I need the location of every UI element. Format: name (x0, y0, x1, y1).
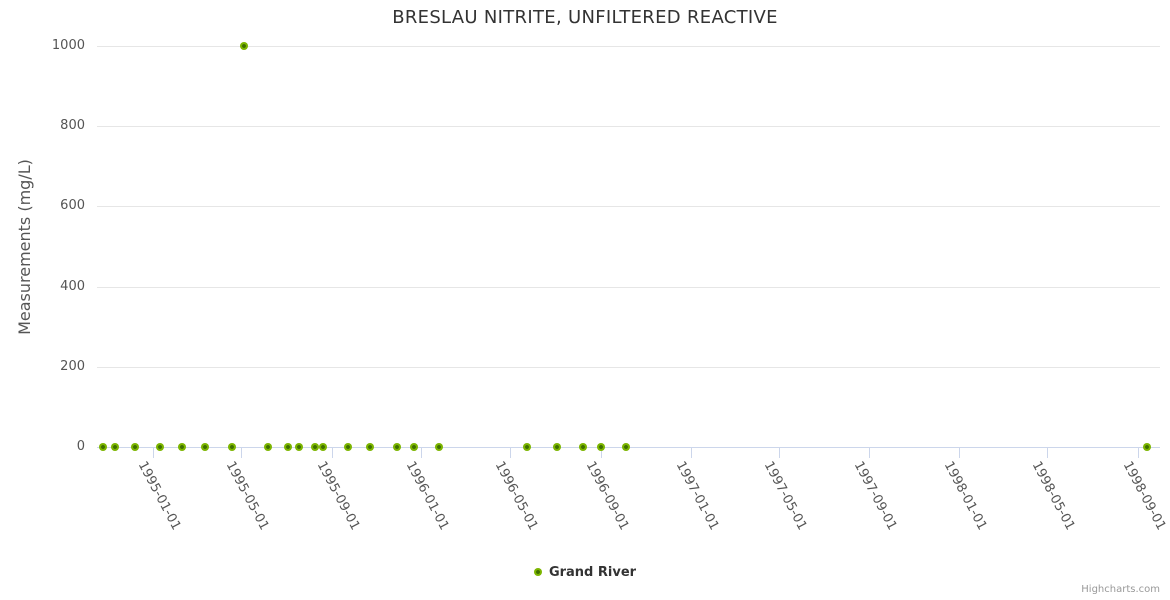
y-axis-tick-label: 1000 (51, 38, 85, 53)
x-axis-tick (959, 448, 961, 458)
data-point[interactable] (178, 443, 187, 451)
y-axis-tick-label: 200 (60, 358, 85, 374)
x-axis-tick-label: 1997-09-01 (851, 459, 900, 533)
y-gridline (97, 126, 1160, 128)
x-axis-tick-label: 1997-01-01 (672, 459, 722, 533)
x-axis-tick (152, 448, 154, 458)
legend-marker-icon (533, 568, 542, 576)
data-point[interactable] (552, 443, 561, 451)
data-point[interactable] (596, 443, 605, 451)
data-point[interactable] (98, 443, 107, 451)
x-axis-tick (1137, 448, 1139, 458)
x-axis-tick (510, 448, 512, 458)
data-point[interactable] (110, 443, 119, 451)
legend[interactable]: Grand River (0, 563, 1170, 581)
y-axis-tick-label: 400 (60, 278, 85, 294)
data-point[interactable] (201, 443, 210, 451)
y-axis-tick-label: 600 (60, 198, 85, 214)
x-axis-tick-label: 1995-09-01 (313, 459, 363, 533)
data-point[interactable] (365, 443, 374, 451)
x-axis-tick-label: 1995-05-01 (222, 459, 272, 533)
data-point[interactable] (284, 443, 293, 451)
data-point[interactable] (318, 443, 327, 451)
x-axis-tick-label: 1995-01-01 (134, 459, 184, 533)
y-gridline (97, 46, 1160, 47)
data-point[interactable] (310, 443, 319, 451)
data-point[interactable] (240, 42, 249, 50)
y-gridline (97, 286, 1160, 288)
data-point[interactable] (343, 443, 352, 451)
chart-title: BRESLAU NITRITE, UNFILTERED REACTIVE (392, 7, 778, 28)
x-axis-tick-label: 1996-09-01 (582, 459, 632, 533)
x-axis-tick (600, 448, 602, 458)
data-point[interactable] (295, 443, 304, 451)
x-axis-tick-label: 1996-05-01 (492, 459, 541, 533)
x-axis-tick (421, 448, 423, 458)
x-axis-tick-label: 1997-05-01 (760, 459, 810, 533)
x-axis-tick-label: 1998-05-01 (1029, 459, 1078, 533)
data-point[interactable] (264, 443, 273, 451)
highcharts-credit-link[interactable]: Highcharts.com (1081, 584, 1160, 595)
y-gridline (97, 366, 1160, 368)
data-point[interactable] (435, 443, 444, 451)
data-point[interactable] (1143, 443, 1152, 451)
x-axis-tick (241, 448, 243, 458)
data-point[interactable] (393, 443, 402, 451)
x-axis-tick-label: 1998-01-01 (940, 459, 990, 533)
data-point[interactable] (410, 443, 419, 451)
x-axis-tick-label: 1998-09-01 (1119, 459, 1169, 533)
x-axis-tick (1047, 448, 1049, 458)
x-axis-tick-label: 1996-01-01 (403, 459, 452, 533)
x-axis-tick (690, 448, 692, 458)
y-axis-tick-label: 0 (76, 439, 85, 454)
y-axis-tick-label: 800 (60, 118, 85, 134)
x-axis-tick (869, 448, 871, 458)
data-point[interactable] (621, 443, 630, 451)
y-axis-title: Measurements (mg/L) (15, 159, 34, 335)
data-point[interactable] (228, 443, 237, 451)
y-gridline (97, 206, 1160, 208)
data-point[interactable] (130, 443, 139, 451)
data-point[interactable] (155, 443, 164, 451)
x-axis-tick (778, 448, 780, 458)
data-point[interactable] (578, 443, 587, 451)
data-point[interactable] (522, 443, 531, 451)
legend-label: Grand River (548, 564, 637, 580)
x-axis-tick (331, 448, 333, 458)
